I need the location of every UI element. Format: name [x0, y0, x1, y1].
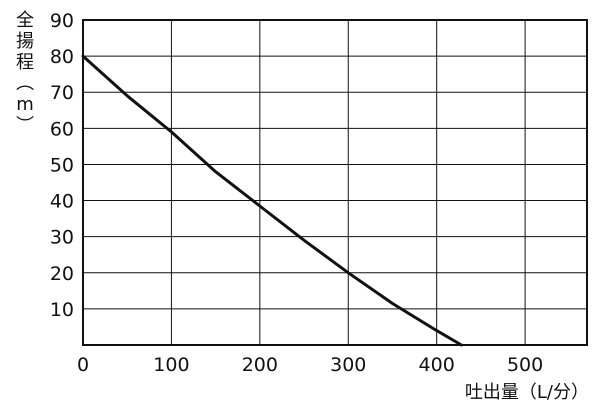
y-tick-label: 20	[50, 263, 74, 285]
x-tick-label: 100	[153, 354, 189, 376]
y-tick-label: 30	[50, 227, 74, 249]
x-tick-label: 300	[330, 354, 366, 376]
y-axis-title-char: 揚	[16, 31, 34, 52]
y-axis-title-char: m	[16, 94, 34, 115]
y-axis-title-char: 全	[16, 10, 34, 31]
y-tick-label: 40	[50, 191, 74, 213]
y-tick-label: 80	[50, 46, 74, 68]
plot-frame	[82, 19, 588, 346]
x-tick-label: 200	[242, 354, 278, 376]
x-tick-label: 500	[507, 354, 543, 376]
grid	[83, 20, 587, 345]
y-tick-label: 60	[50, 118, 74, 140]
x-tick-label: 400	[419, 354, 455, 376]
x-axis-title: 吐出量（L/分）	[465, 382, 589, 403]
y-tick-label: 70	[50, 82, 74, 104]
x-tick-label: 0	[77, 354, 89, 376]
y-tick-label: 90	[50, 10, 74, 32]
head-flow-curve	[81, 54, 463, 347]
tick-labels: 10 20 30 40 50 60 70 80 90 0 100 200 300 400 500	[50, 10, 543, 376]
y-tick-label: 10	[50, 299, 74, 321]
y-axis-title: 全揚程（ m）	[13, 10, 34, 133]
y-axis-title-char: ）	[13, 115, 34, 133]
y-axis-title-char: 程	[16, 52, 34, 73]
y-axis-title-char: （	[13, 73, 34, 91]
y-tick-label: 50	[50, 154, 74, 176]
